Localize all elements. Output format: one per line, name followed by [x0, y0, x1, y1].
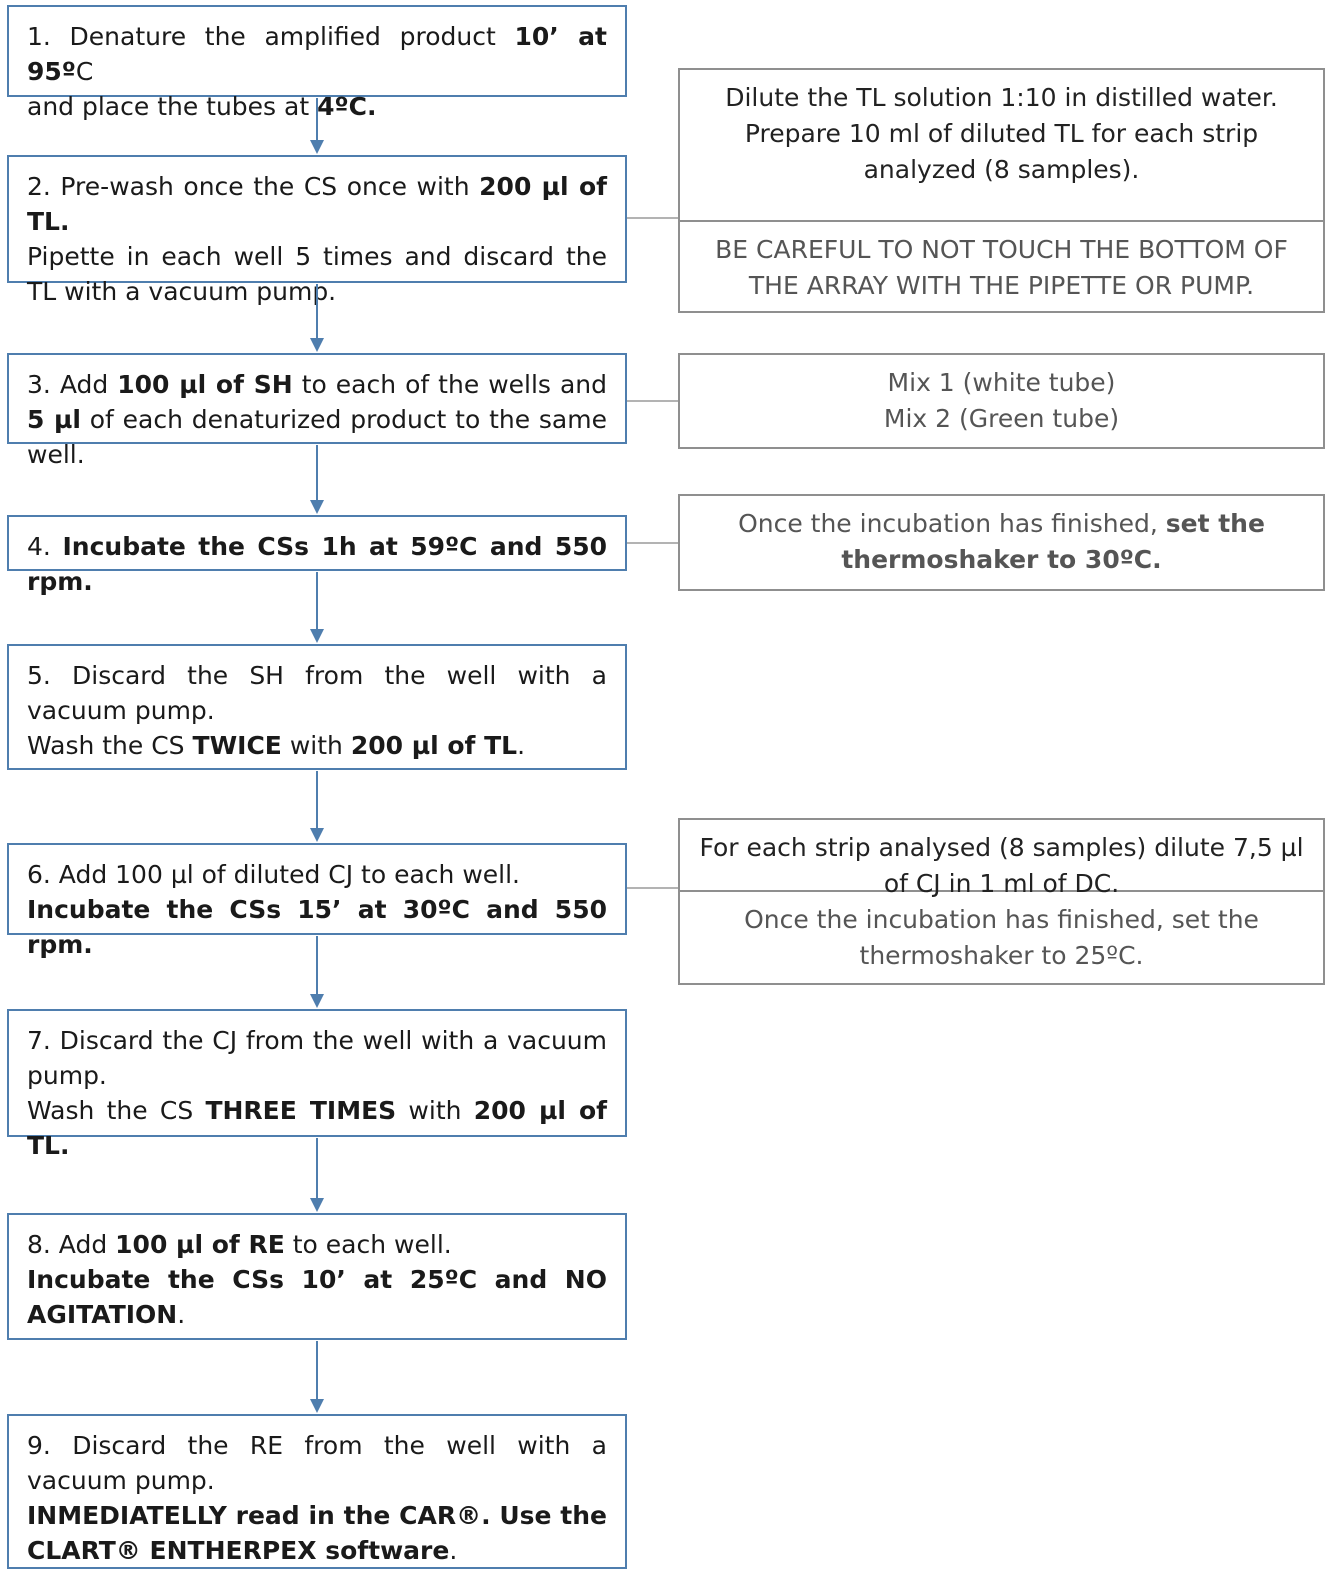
- bold-text: Incubate the CSs 10’ at 25ºC and NO AGIT…: [27, 1265, 607, 1329]
- bold-text: 10’ at 95º: [27, 22, 608, 86]
- bold-text: 100 µl of SH: [117, 370, 293, 399]
- step-number: 1.: [27, 22, 51, 51]
- step-box-2: 2. Pre-wash once the CS once with 200 µl…: [7, 155, 627, 306]
- step-number: 2.: [27, 172, 51, 201]
- note-box-1: Dilute the TL solution 1:10 in distilled…: [678, 68, 1325, 313]
- step-number: 4.: [27, 532, 51, 561]
- text-run: .: [177, 1300, 186, 1329]
- step-box-8: 8. Add 100 µl of RE to each well. Incubat…: [7, 1213, 627, 1340]
- text-run: For each strip analysed (8 samples) dilu…: [699, 833, 1304, 898]
- text-run: of each denaturized product to the same …: [27, 405, 607, 469]
- step-box-9: 9. Discard the RE from the well with a v…: [7, 1414, 627, 1569]
- text-run: C: [75, 57, 94, 86]
- bold-text: 200 µl of TL: [350, 731, 518, 760]
- step-number: 9.: [27, 1431, 51, 1460]
- arrow-head: [310, 1198, 324, 1212]
- text-run: Add: [50, 1230, 116, 1259]
- text-run: Dilute the TL solution 1:10 in distilled…: [725, 83, 1278, 112]
- text-run: to each of the wells and: [292, 370, 607, 399]
- text-run: Discard the SH from the well with a vacu…: [27, 661, 607, 725]
- text-run: Pre-wash once the CS once with: [50, 172, 480, 201]
- note-box-2: Mix 1 (white tube) Mix 2 (Green tube): [678, 353, 1325, 449]
- note-section: BE CAREFUL TO NOT TOUCH THE BOTTOM OF TH…: [680, 220, 1323, 314]
- text-run: to each well.: [284, 1230, 452, 1259]
- text-run: and place the tubes at: [27, 92, 318, 121]
- bold-text: set the thermoshaker to 30ºC.: [841, 509, 1265, 574]
- arrow-head: [310, 828, 324, 842]
- step-box-6: 6. Add 100 µl of diluted CJ to each well…: [7, 843, 627, 959]
- note-box-4: For each strip analysed (8 samples) dilu…: [678, 818, 1325, 985]
- note-section: For each strip analysed (8 samples) dilu…: [680, 820, 1323, 898]
- bold-text: THREE TIMES: [205, 1096, 397, 1125]
- bold-text: 100 µl of RE: [115, 1230, 285, 1259]
- text-run: Add: [50, 370, 118, 399]
- text-run: Mix 1 (white tube): [887, 368, 1116, 397]
- note-section: Dilute the TL solution 1:10 in distilled…: [680, 70, 1323, 220]
- text-run: Discard the CJ from the well with a vacu…: [27, 1026, 607, 1090]
- step-box-7: 7. Discard the CJ from the well with a v…: [7, 1009, 627, 1160]
- text-run: Once the incubation has finished, set th…: [744, 905, 1259, 970]
- text-run: with: [281, 731, 351, 760]
- text-run: Mix 2 (Green tube): [883, 404, 1120, 433]
- text-run: .: [517, 731, 526, 760]
- note-section: Once the incubation has finished, set th…: [680, 890, 1323, 984]
- step-number: 6.: [27, 860, 51, 889]
- text-run: Discard the RE from the well with a vacu…: [27, 1431, 607, 1495]
- text-run: BE CAREFUL TO NOT TOUCH THE BOTTOM OF TH…: [715, 235, 1288, 300]
- bold-text: 200 µl of TL.: [27, 172, 608, 236]
- arrow-head: [310, 500, 324, 514]
- note-section: Mix 1 (white tube) Mix 2 (Green tube): [680, 355, 1323, 447]
- step-box-1: 1. Denature the amplified product 10’ at…: [7, 5, 627, 121]
- bold-text: 200 µl of TL.: [27, 1096, 607, 1160]
- text-run: Pipette in each well 5 times and discard…: [27, 242, 607, 306]
- step-box-5: 5. Discard the SH from the well with a v…: [7, 644, 627, 770]
- step-number: 3.: [27, 370, 51, 399]
- text-run: Denature the amplified product: [50, 22, 515, 51]
- bold-text: 5 µl: [27, 405, 81, 434]
- arrow-head: [310, 629, 324, 643]
- step-box-3: 3. Add 100 µl of SH to each of the wells…: [7, 353, 627, 469]
- step-number: 7.: [27, 1026, 51, 1055]
- note-section: Once the incubation has finished, set th…: [680, 496, 1323, 588]
- text-run: with: [396, 1096, 474, 1125]
- arrow-head: [310, 994, 324, 1008]
- text-run: Once the incubation has finished,: [738, 509, 1166, 538]
- text-run: .: [449, 1536, 458, 1565]
- arrow-head: [310, 338, 324, 352]
- text-run: Prepare 10 ml of diluted TL for each str…: [744, 119, 1259, 184]
- text-run: Add 100 µl of diluted CJ to each well.: [50, 860, 520, 889]
- bold-text: Incubate the CSs 1h at 59ºC and 550 rpm.: [27, 532, 607, 596]
- arrow-head: [310, 1399, 324, 1413]
- step-number: 5.: [27, 661, 51, 690]
- bold-text: Incubate the CSs 15’ at 30ºC and 550 rpm…: [27, 895, 607, 959]
- note-box-3: Once the incubation has finished, set th…: [678, 494, 1325, 591]
- text-run: Wash the CS: [27, 1096, 206, 1125]
- step-box-4: 4. Incubate the CSs 1h at 59ºC and 550 r…: [7, 515, 627, 596]
- bold-text: TWICE: [192, 731, 282, 760]
- step-number: 8.: [27, 1230, 51, 1259]
- bold-text: INMEDIATELLY read in the CAR®. Use the C…: [27, 1501, 607, 1565]
- bold-text: 4ºC.: [317, 92, 377, 121]
- arrow-head: [310, 140, 324, 154]
- text-run: Wash the CS: [27, 731, 193, 760]
